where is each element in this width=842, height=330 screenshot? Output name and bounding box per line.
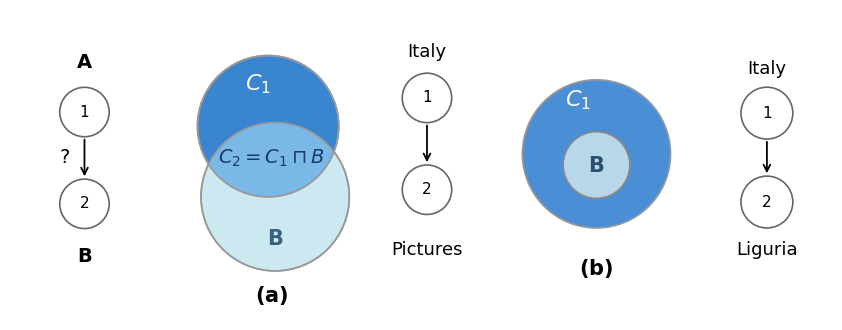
Text: $\mathbf{(a)}$: $\mathbf{(a)}$ — [255, 284, 288, 307]
Text: $\mathbf{(b)}$: $\mathbf{(b)}$ — [579, 257, 614, 280]
Circle shape — [563, 132, 630, 198]
Text: A: A — [77, 53, 92, 72]
Text: Italy: Italy — [748, 60, 786, 78]
Text: $\mathbf{B}$: $\mathbf{B}$ — [589, 156, 605, 177]
Circle shape — [198, 55, 338, 197]
Text: Pictures: Pictures — [392, 241, 463, 259]
Text: $C_1$: $C_1$ — [244, 72, 270, 96]
Text: B: B — [77, 247, 92, 266]
Text: $C_1$: $C_1$ — [565, 89, 591, 112]
Circle shape — [60, 87, 109, 137]
Text: 2: 2 — [422, 182, 432, 197]
Text: $\mathbf{B}$: $\mathbf{B}$ — [267, 229, 283, 249]
Text: Italy: Italy — [408, 43, 446, 61]
Text: ?: ? — [60, 148, 70, 167]
Circle shape — [402, 165, 451, 214]
Text: $C_2 = C_1 \sqcap B$: $C_2 = C_1 \sqcap B$ — [218, 147, 325, 169]
Text: 2: 2 — [762, 195, 772, 210]
Circle shape — [522, 80, 670, 228]
Text: Liguria: Liguria — [736, 241, 797, 259]
Circle shape — [60, 179, 109, 229]
Text: 2: 2 — [80, 196, 89, 211]
Circle shape — [402, 73, 451, 123]
Circle shape — [741, 87, 793, 139]
Circle shape — [201, 123, 349, 271]
Text: 1: 1 — [762, 106, 772, 121]
Text: 1: 1 — [422, 90, 432, 105]
Text: 1: 1 — [80, 105, 89, 119]
Circle shape — [741, 176, 793, 228]
Circle shape — [198, 55, 338, 197]
